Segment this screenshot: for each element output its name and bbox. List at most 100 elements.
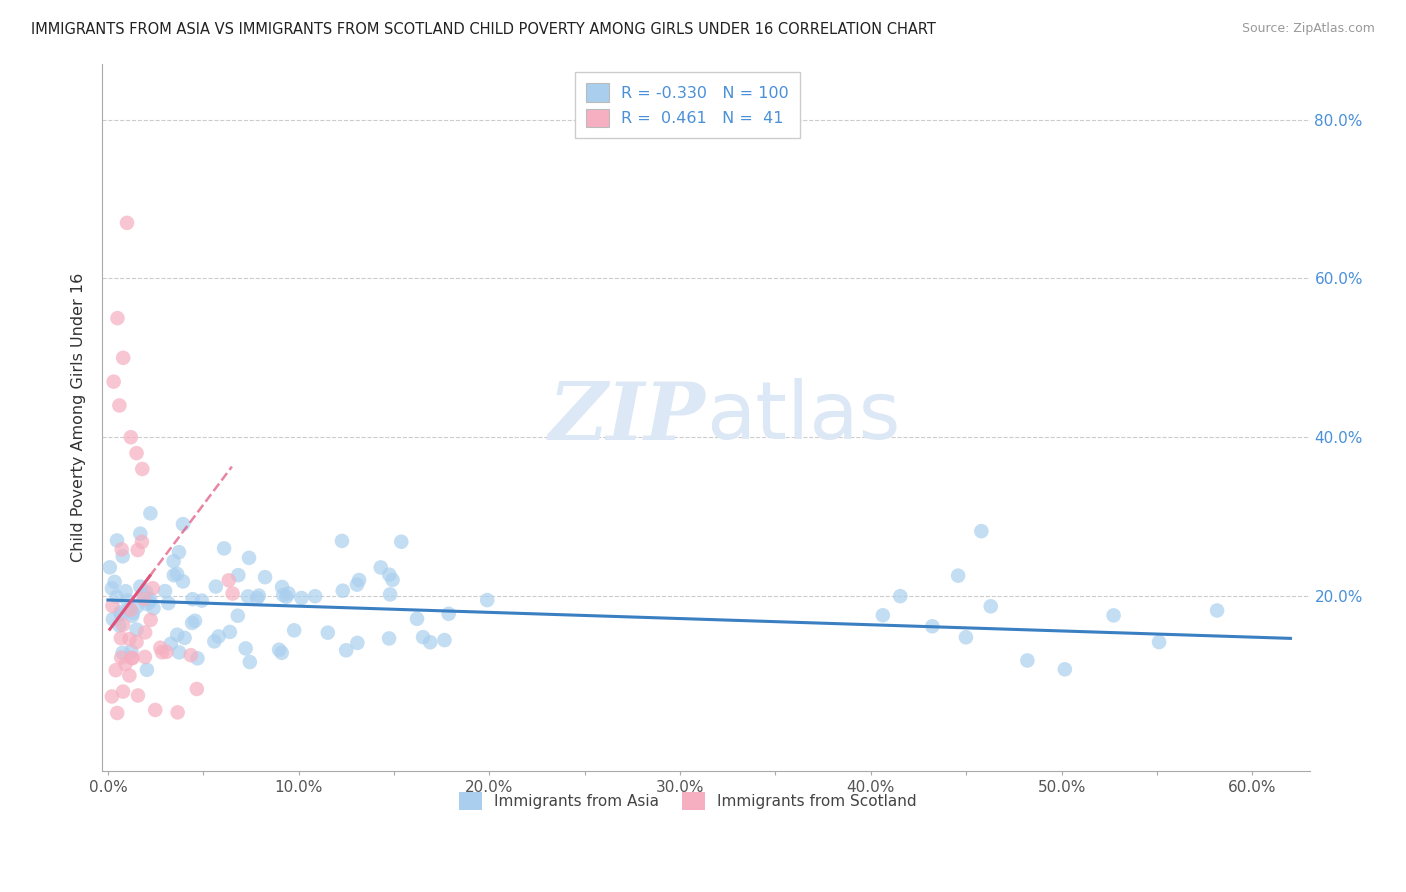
- Point: [150, 645, 173, 659]
- Point: [139, 613, 162, 627]
- Point: [412, 630, 434, 644]
- Point: [889, 589, 911, 603]
- Point: [167, 545, 190, 559]
- Point: [134, 649, 156, 664]
- Point: [135, 663, 157, 677]
- Text: IMMIGRANTS FROM ASIA VS IMMIGRANTS FROM SCOTLAND CHILD POVERTY AMONG GIRLS UNDER: IMMIGRANTS FROM ASIA VS IMMIGRANTS FROM …: [31, 22, 936, 37]
- Point: [218, 574, 240, 588]
- Point: [139, 507, 162, 521]
- Point: [346, 636, 368, 650]
- Point: [121, 651, 143, 665]
- Point: [120, 430, 142, 444]
- Point: [110, 631, 132, 645]
- Point: [167, 645, 190, 659]
- Point: [103, 375, 125, 389]
- Point: [149, 640, 172, 655]
- Point: [304, 589, 326, 603]
- Point: [419, 635, 441, 649]
- Point: [108, 399, 131, 413]
- Point: [330, 533, 353, 548]
- Point: [160, 637, 183, 651]
- Point: [138, 595, 160, 609]
- Point: [134, 625, 156, 640]
- Point: [254, 570, 277, 584]
- Point: [980, 599, 1002, 614]
- Point: [125, 635, 148, 649]
- Point: [110, 607, 132, 622]
- Point: [111, 549, 134, 564]
- Point: [125, 446, 148, 460]
- Point: [112, 351, 135, 365]
- Legend: Immigrants from Asia, Immigrants from Scotland: Immigrants from Asia, Immigrants from Sc…: [453, 786, 922, 816]
- Point: [316, 625, 339, 640]
- Point: [112, 617, 135, 632]
- Point: [181, 615, 204, 630]
- Point: [236, 590, 259, 604]
- Y-axis label: Child Poverty Among Girls Under 16: Child Poverty Among Girls Under 16: [72, 273, 86, 562]
- Point: [955, 630, 977, 644]
- Point: [110, 650, 132, 665]
- Point: [277, 586, 299, 600]
- Point: [378, 567, 401, 582]
- Point: [1147, 635, 1170, 649]
- Point: [121, 651, 143, 665]
- Point: [101, 599, 124, 613]
- Point: [125, 599, 148, 614]
- Point: [246, 591, 269, 606]
- Point: [110, 605, 132, 619]
- Point: [271, 580, 294, 594]
- Point: [290, 591, 312, 605]
- Point: [111, 542, 134, 557]
- Point: [221, 586, 243, 600]
- Point: [172, 517, 194, 532]
- Point: [153, 584, 176, 599]
- Point: [127, 543, 149, 558]
- Point: [163, 568, 186, 582]
- Point: [378, 587, 401, 601]
- Point: [181, 592, 204, 607]
- Point: [970, 524, 993, 538]
- Point: [131, 534, 153, 549]
- Point: [121, 606, 143, 620]
- Point: [111, 646, 134, 660]
- Point: [112, 684, 135, 698]
- Point: [118, 668, 141, 682]
- Point: [173, 631, 195, 645]
- Point: [283, 624, 305, 638]
- Point: [142, 581, 165, 595]
- Point: [155, 645, 177, 659]
- Point: [921, 619, 943, 633]
- Point: [166, 706, 188, 720]
- Point: [162, 554, 184, 568]
- Point: [166, 628, 188, 642]
- Point: [212, 541, 235, 556]
- Point: [107, 311, 129, 326]
- Point: [101, 612, 124, 626]
- Point: [1017, 653, 1039, 667]
- Point: [184, 614, 207, 628]
- Point: [276, 590, 298, 604]
- Point: [218, 624, 240, 639]
- Point: [132, 588, 155, 602]
- Point: [120, 603, 142, 617]
- Point: [143, 703, 166, 717]
- Point: [157, 596, 180, 610]
- Point: [378, 632, 401, 646]
- Point: [114, 584, 136, 599]
- Point: [370, 560, 392, 574]
- Point: [335, 643, 357, 657]
- Point: [120, 644, 142, 658]
- Point: [191, 593, 214, 607]
- Point: [180, 648, 202, 662]
- Point: [118, 632, 141, 647]
- Point: [226, 568, 249, 582]
- Point: [247, 589, 270, 603]
- Point: [269, 642, 291, 657]
- Point: [389, 534, 412, 549]
- Point: [121, 608, 143, 623]
- Point: [104, 574, 127, 589]
- Point: [101, 690, 124, 704]
- Point: [98, 560, 121, 574]
- Point: [1053, 662, 1076, 676]
- Point: [235, 641, 257, 656]
